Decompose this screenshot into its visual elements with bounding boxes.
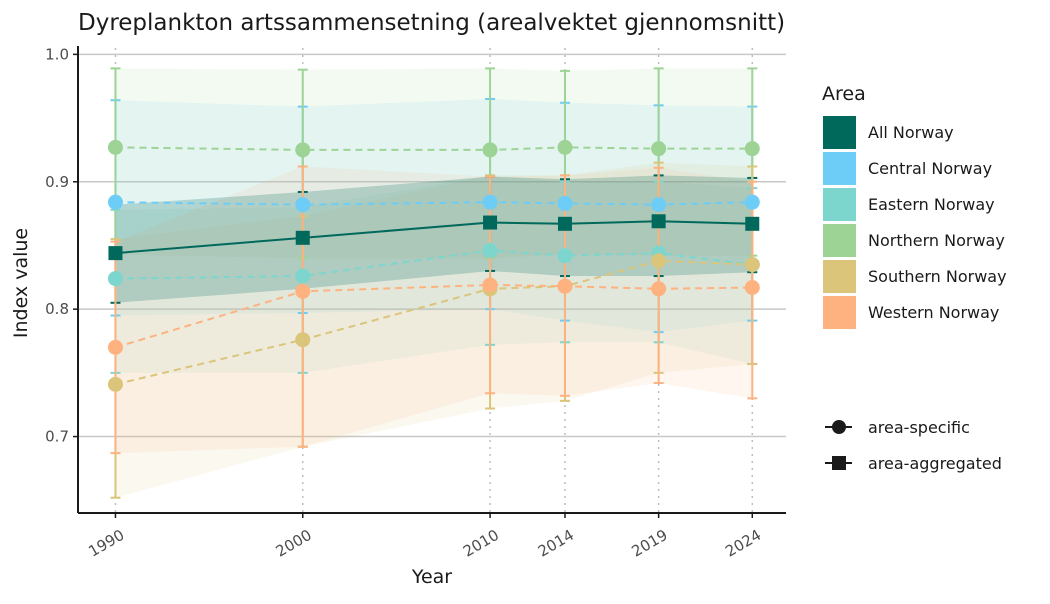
point-western-norway [744,280,760,296]
series-line-central-norway [115,201,753,206]
point-western-norway [482,277,498,293]
point-central-norway [557,195,573,211]
legend-swatch-eastern-norway [823,188,856,221]
point-central-norway [107,194,123,210]
legend-swatch-western-norway [823,296,856,329]
shape-legend-circle [832,420,846,434]
point-northern-norway [295,142,311,158]
confidence-ribbons [115,68,753,498]
point-northern-norway [557,139,573,155]
legend-label-central-norway: Central Norway [868,159,992,178]
point-eastern-norway [557,248,573,264]
legend-swatch-northern-norway [823,224,856,257]
legend-swatch-all-norway [823,116,856,149]
point-northern-norway [482,142,498,158]
x-tick-label: 2024 [722,526,764,561]
point-western-norway [651,281,667,297]
ribbon-northern-norway [115,68,753,259]
point-western-norway [557,278,573,294]
x-axis-title: Year [411,566,452,588]
x-tick-label: 2010 [460,526,502,561]
point-central-norway [295,197,311,213]
x-tick-label: 2000 [273,526,315,561]
point-southern-norway [651,253,667,269]
series-markers [107,139,760,392]
y-axis-title: Index value [10,228,32,338]
series-line-western-norway [115,283,753,349]
point-all-norway [483,215,498,230]
shape-legend-label-area-aggregated: area-aggregated [868,454,1002,473]
legend-swatch-southern-norway [823,260,856,293]
point-western-norway [107,339,123,355]
point-central-norway [651,197,667,213]
x-tick-label: 2019 [629,526,671,561]
point-all-norway [651,214,666,229]
shape-legend: area-specific area-aggregated [825,418,1002,473]
series-line-southern-norway [115,259,753,386]
legend-label-southern-norway: Southern Norway [868,267,1007,286]
point-all-norway [745,216,760,231]
legend-label-eastern-norway: Eastern Norway [868,195,995,214]
point-northern-norway [651,141,667,157]
point-southern-norway [295,332,311,348]
y-tick-label: 0.9 [45,173,69,191]
point-western-norway [295,283,311,299]
x-tick-label: 2014 [535,526,577,561]
series-line-all-norway [115,220,753,255]
point-southern-norway [744,257,760,273]
legend-label-all-norway: All Norway [868,123,954,142]
point-all-norway [108,246,123,261]
y-tick-label: 0.8 [45,300,69,318]
ribbon-eastern-norway [115,175,753,373]
point-eastern-norway [107,271,123,287]
legend-swatch-central-norway [823,152,856,185]
point-central-norway [744,194,760,210]
ribbon-western-norway [115,166,753,454]
legend-label-northern-norway: Northern Norway [868,231,1005,250]
ribbon-all-norway [115,175,753,303]
legend: Area All Norway Central Norway Eastern Nor… [822,83,1007,329]
legend-title: Area [822,83,866,105]
chart-title: Dyreplankton artssammensetning (arealvek… [78,10,785,36]
y-tick-label: 1.0 [45,45,69,63]
point-northern-norway [107,139,123,155]
shape-legend-label-area-specific: area-specific [868,418,970,437]
ribbon-southern-norway [115,162,753,498]
point-all-norway [557,216,572,231]
point-central-norway [482,194,498,210]
y-tick-label: 0.7 [45,428,69,446]
series-line-northern-norway [115,146,753,151]
x-tick-label: 1990 [85,526,127,561]
point-southern-norway [107,376,123,392]
point-eastern-norway [295,268,311,284]
series-line-eastern-norway [115,249,753,280]
series-lines [115,146,753,386]
point-northern-norway [744,141,760,157]
legend-label-western-norway: Western Norway [868,303,999,322]
shape-legend-square [832,456,846,470]
point-all-norway [295,230,310,245]
point-eastern-norway [482,243,498,259]
ribbon-central-norway [115,98,753,333]
